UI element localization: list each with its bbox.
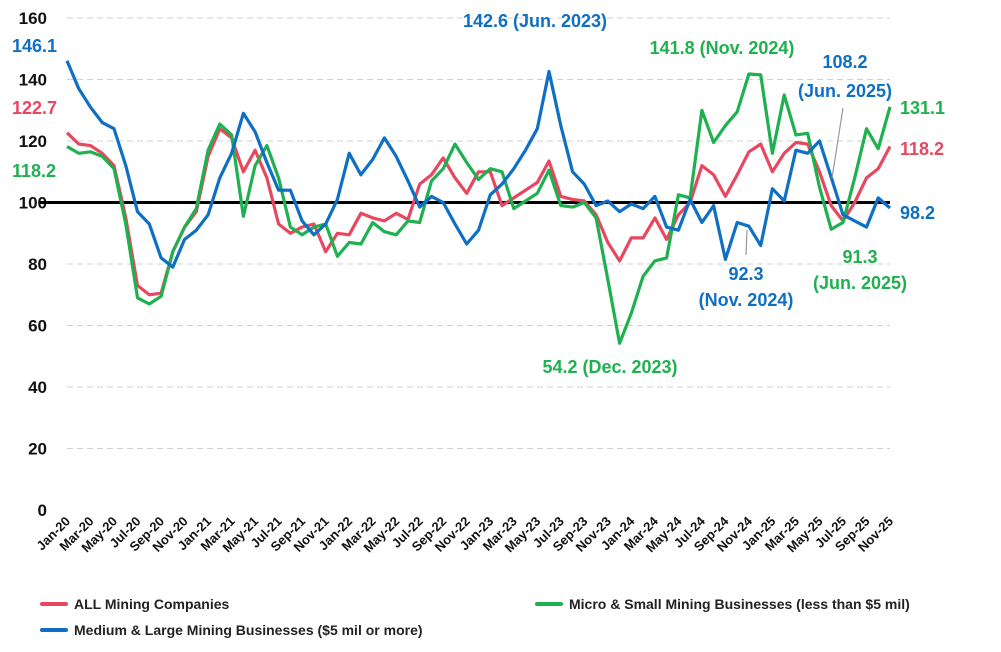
- annotation-green-start: 118.2: [12, 161, 56, 181]
- y-tick-label: 80: [28, 255, 47, 274]
- legend-item-medium-large: Medium & Large Mining Businesses ($5 mil…: [40, 622, 423, 638]
- leader-line-jun25: [831, 107, 844, 179]
- annotation-green-jun25-value: 91.3: [842, 247, 877, 267]
- annotation-green-low: 54.2 (Dec. 2023): [542, 357, 677, 377]
- annotation-blue-end: 98.2: [900, 203, 935, 223]
- y-tick-label: 100: [19, 194, 47, 213]
- annotation-green-jun25-date: (Jun. 2025): [813, 273, 907, 293]
- annotation-blue-jun25-value: 108.2: [822, 52, 867, 72]
- annotation-green-peak: 141.8 (Nov. 2024): [650, 38, 795, 58]
- y-tick-label: 40: [28, 378, 47, 397]
- annotation-blue-start: 146.1: [12, 36, 57, 56]
- series-line-medium-large: [65, 60, 892, 269]
- annotation-red-end: 118.2: [900, 139, 944, 159]
- annotation-blue-nov24-date: (Nov. 2024): [699, 290, 794, 310]
- series-line-micro-small: [66, 72, 892, 345]
- annotation-blue-peak: 142.6 (Jun. 2023): [463, 11, 607, 31]
- legend-item-all: ALL Mining Companies: [40, 596, 229, 612]
- annotation-red-start: 122.7: [12, 98, 57, 118]
- y-tick-label: 160: [19, 9, 47, 28]
- y-tick-label: 20: [28, 440, 47, 459]
- legend-label: Medium & Large Mining Businesses ($5 mil…: [74, 622, 423, 638]
- annotation-blue-jun25-date: (Jun. 2025): [798, 81, 892, 101]
- y-tick-label: 120: [19, 132, 47, 151]
- leader-line-nov24: [745, 229, 748, 256]
- y-tick-label: 140: [19, 71, 47, 90]
- legend-item-micro-small: Micro & Small Mining Businesses (less th…: [535, 596, 910, 612]
- annotation-blue-nov24-value: 92.3: [728, 264, 763, 284]
- legend-label: Micro & Small Mining Businesses (less th…: [569, 596, 910, 612]
- legend-label: ALL Mining Companies: [74, 596, 230, 612]
- annotation-green-end: 131.1: [900, 98, 945, 118]
- legend-swatch-red: [40, 602, 68, 606]
- y-tick-label: 0: [38, 501, 47, 520]
- legend-swatch-green: [535, 602, 563, 606]
- y-tick-label: 60: [28, 317, 47, 336]
- legend-swatch-blue: [40, 628, 68, 632]
